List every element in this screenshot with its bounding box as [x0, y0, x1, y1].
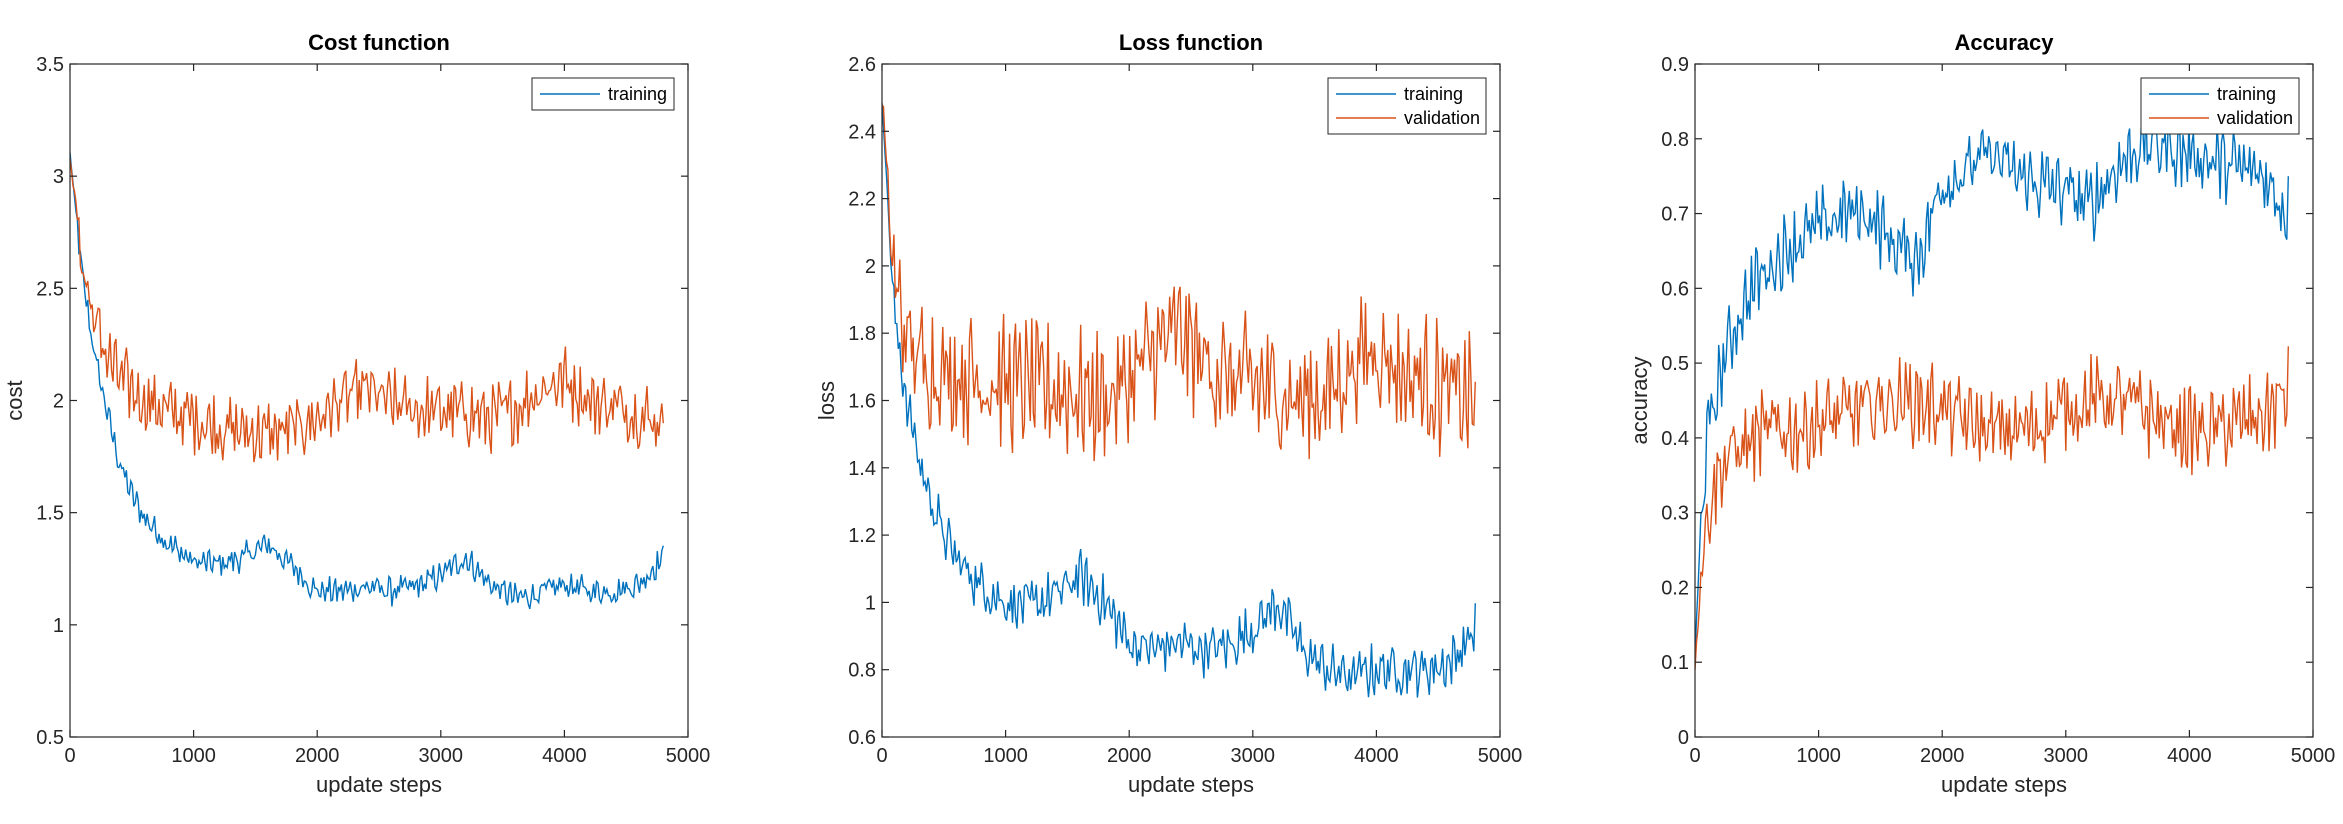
x-tick-label: 3000: [419, 745, 464, 767]
y-tick-label: 0.5: [1661, 353, 1689, 375]
x-tick-label: 1000: [171, 745, 216, 767]
plot-area: [1695, 64, 2313, 737]
x-tick-label: 1000: [983, 745, 1028, 767]
series-line-validation: [1695, 346, 2289, 670]
x-tick-label: 1000: [1796, 745, 1841, 767]
y-tick-label: 0.1: [1661, 652, 1689, 674]
y-tick-label: 2.4: [848, 121, 876, 143]
chart-title: Loss function: [1119, 30, 1263, 55]
y-tick-label: 1: [53, 615, 64, 637]
chart-1: 0 1000 2000 3000 4000 5000 0.5 1 1.5 2 2.5 3 3.5 Cost…: [2, 30, 710, 797]
y-tick-label: 3.5: [36, 54, 64, 76]
y-tick-label: 1.6: [848, 391, 876, 413]
y-tick-label: 3: [53, 166, 64, 188]
series-line-validation: [70, 158, 664, 463]
x-tick-label: 4000: [542, 745, 587, 767]
chart-title: Cost function: [308, 30, 450, 55]
y-tick-label: 2: [53, 391, 64, 413]
x-tick-label: 5000: [1478, 745, 1523, 767]
x-tick-label: 3000: [1231, 745, 1276, 767]
y-tick-label: 0.3: [1661, 503, 1689, 525]
y-tick-label: 0.6: [848, 727, 876, 749]
y-tick-label: 1: [865, 592, 876, 614]
y-tick-label: 0.4: [1661, 428, 1689, 450]
x-axis-label: update steps: [316, 772, 442, 797]
chart-title: Accuracy: [1954, 30, 2054, 55]
legend-label-training: training: [1404, 84, 1463, 104]
x-tick-label: 0: [876, 745, 887, 767]
y-axis-label: cost: [2, 380, 27, 420]
y-tick-label: 2.2: [848, 189, 876, 211]
y-tick-label: 0.5: [36, 727, 64, 749]
axes-box: [1694, 63, 2314, 738]
chart-2: 0 1000 2000 3000 4000 5000 0.6 0.8 1 1.2 1.4 1.6 1.8…: [814, 30, 1522, 797]
x-tick-label: 5000: [2291, 745, 2336, 767]
legend-box: [1327, 77, 1487, 135]
legend-label-training: training: [2217, 84, 2276, 104]
x-tick-label: 0: [1689, 745, 1700, 767]
x-tick-label: 0: [64, 745, 75, 767]
y-tick-label: 1.5: [36, 503, 64, 525]
y-axis-label: accuracy: [1627, 356, 1652, 444]
y-tick-label: 2.6: [848, 54, 876, 76]
legend: training validation: [1327, 77, 1487, 135]
y-tick-label: 0.7: [1661, 204, 1689, 226]
legend: training: [531, 77, 675, 111]
legend: training validation: [2140, 77, 2300, 135]
y-tick-label: 0.2: [1661, 577, 1689, 599]
x-tick-label: 2000: [295, 745, 340, 767]
series-line-training: [1695, 104, 2289, 657]
x-tick-label: 4000: [2167, 745, 2212, 767]
x-tick-label: 2000: [1107, 745, 1152, 767]
x-axis-label: update steps: [1941, 772, 2067, 797]
y-tick-label: 1.4: [848, 458, 876, 480]
legend-label-validation: validation: [2217, 108, 2293, 128]
y-tick-label: 0: [1678, 727, 1689, 749]
legend-label-training: training: [608, 84, 667, 104]
x-tick-label: 3000: [2044, 745, 2089, 767]
x-tick-label: 2000: [1920, 745, 1965, 767]
x-tick-label: 5000: [666, 745, 711, 767]
y-tick-label: 0.9: [1661, 54, 1689, 76]
y-tick-label: 0.8: [1661, 129, 1689, 151]
series-line-training: [882, 102, 1476, 698]
y-tick-label: 0.6: [1661, 278, 1689, 300]
y-tick-label: 1.8: [848, 323, 876, 345]
y-tick-label: 2: [865, 256, 876, 278]
y-axis-label: loss: [814, 381, 839, 420]
x-axis-label: update steps: [1128, 772, 1254, 797]
chart-3: 0 1000 2000 3000 4000 5000 0 0.1 0.2 0.3 0.4 0.5 0.6…: [1627, 30, 2335, 797]
series-line-training: [70, 152, 664, 610]
y-tick-label: 0.8: [848, 660, 876, 682]
legend-box: [2140, 77, 2300, 135]
series-line-validation: [882, 104, 1476, 462]
x-tick-label: 4000: [1354, 745, 1399, 767]
y-tick-label: 2.5: [36, 278, 64, 300]
legend-label-validation: validation: [1404, 108, 1480, 128]
y-tick-label: 1.2: [848, 525, 876, 547]
